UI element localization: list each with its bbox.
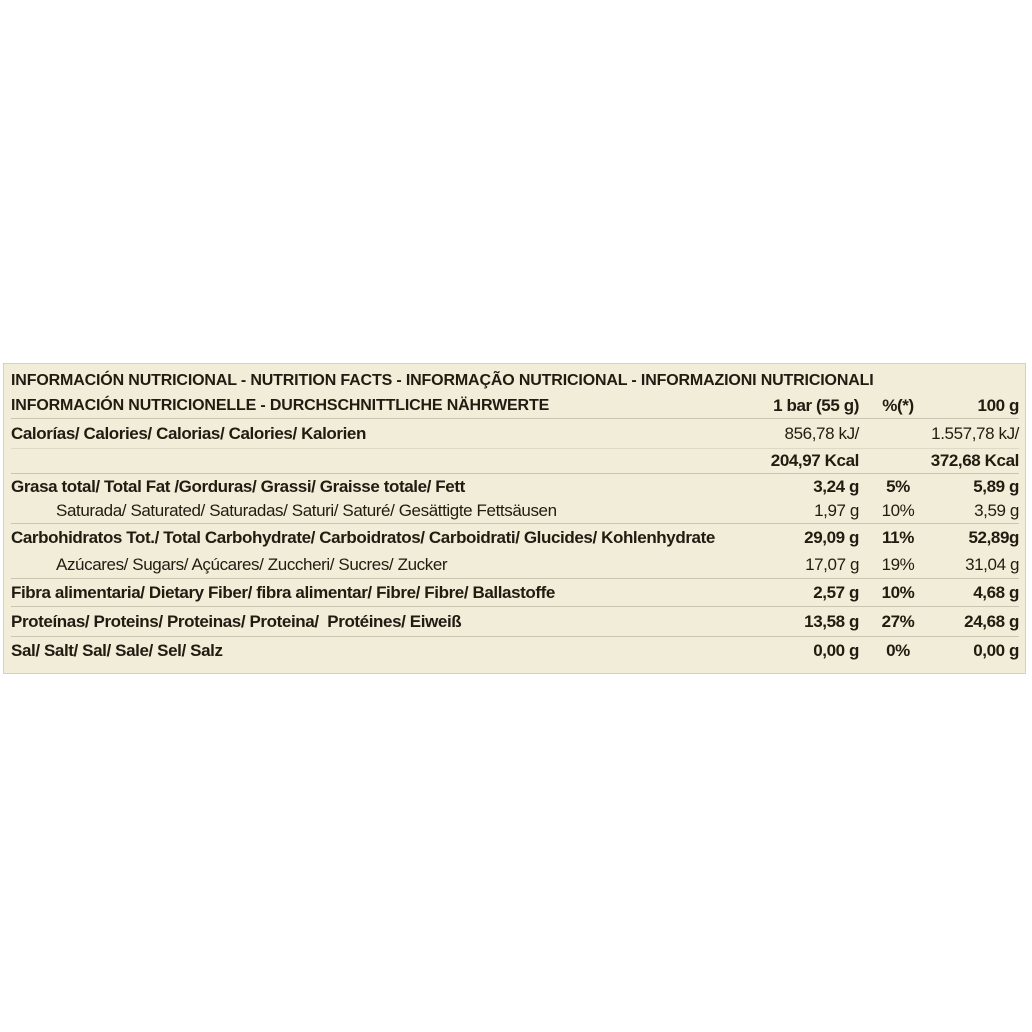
- table-header-columns: INFORMACIÓN NUTRICIONELLE - DURCHSCHNITT…: [11, 393, 1019, 418]
- value-per-100g: 24,68 g: [964, 611, 1019, 631]
- value-per-bar: 0,00 g: [813, 641, 859, 660]
- value-percent: 5%: [886, 476, 910, 496]
- value-percent: 27%: [881, 611, 915, 631]
- value-per-bar: 13,58 g: [804, 611, 859, 631]
- value-per-100g: 3,59 g: [974, 501, 1019, 520]
- value-per-100g: 372,68 Kcal: [930, 451, 1020, 470]
- value-percent: 11%: [882, 527, 914, 547]
- value-percent: 0%: [886, 641, 910, 660]
- col-header-percent: %(*): [882, 396, 914, 415]
- row-calories-kcal: 204,97 Kcal 372,68 Kcal: [11, 449, 1019, 474]
- row-fiber: Fibra alimentaria/ Dietary Fiber/ fibra …: [11, 579, 1019, 607]
- value-percent: 10%: [881, 582, 915, 602]
- row-sugars: Azúcares/ Sugars/ Açúcares/ Zuccheri/ Su…: [11, 551, 1019, 579]
- row-salt: Sal/ Salt/ Sal/ Sale/ Sel/ Salz 0,00 g 0…: [11, 637, 1019, 673]
- table-header: INFORMACIÓN NUTRICIONAL - NUTRITION FACT…: [11, 364, 1019, 419]
- value-per-100g: 4,68 g: [973, 582, 1019, 602]
- value-per-bar: 1,97 g: [814, 501, 859, 520]
- value-per-100g: 0,00 g: [973, 641, 1019, 660]
- value-per-bar: 17,07 g: [805, 554, 859, 574]
- row-fiber-label: Fibra alimentaria/ Dietary Fiber/ fibra …: [11, 582, 555, 602]
- row-carbohydrates: Carbohidratos Tot./ Total Carbohydrate/ …: [11, 524, 1019, 551]
- value-percent: 19%: [881, 554, 915, 574]
- value-per-bar: 29,09 g: [804, 527, 859, 547]
- row-fat-label: Grasa total/ Total Fat /Gorduras/ Grassi…: [11, 476, 465, 496]
- row-saturated-fat-label: Saturada/ Saturated/ Saturadas/ Saturi/ …: [56, 501, 557, 520]
- nutrition-table: INFORMACIÓN NUTRICIONAL - NUTRITION FACT…: [3, 363, 1026, 674]
- col-header-per-100g: 100 g: [977, 396, 1020, 415]
- row-protein-label: Proteínas/ Proteins/ Proteinas/ Proteina…: [11, 611, 462, 631]
- value-per-100g: 1.557,78 kJ/: [931, 423, 1019, 443]
- table-title-line1: INFORMACIÓN NUTRICIONAL - NUTRITION FACT…: [11, 372, 874, 389]
- value-per-bar: 856,78 kJ/: [784, 423, 860, 443]
- table-title-line2: INFORMACIÓN NUTRICIONELLE - DURCHSCHNITT…: [11, 397, 550, 414]
- value-per-bar: 2,57 g: [813, 582, 859, 602]
- row-protein: Proteínas/ Proteins/ Proteinas/ Proteina…: [11, 607, 1019, 637]
- row-calories-label: Calorías/ Calories/ Calorias/ Calories/ …: [11, 423, 366, 443]
- row-fat: Grasa total/ Total Fat /Gorduras/ Grassi…: [11, 474, 1019, 499]
- value-per-100g: 5,89 g: [973, 476, 1019, 496]
- value-percent: 10%: [881, 501, 915, 520]
- col-header-per-bar: 1 bar (55 g): [773, 396, 859, 415]
- value-per-100g: 31,04 g: [965, 554, 1019, 574]
- row-sugars-label: Azúcares/ Sugars/ Açúcares/ Zuccheri/ Su…: [56, 554, 448, 574]
- row-saturated-fat: Saturada/ Saturated/ Saturadas/ Saturi/ …: [11, 499, 1019, 524]
- value-per-100g: 52,89g: [968, 527, 1019, 547]
- row-salt-label: Sal/ Salt/ Sal/ Sale/ Sel/ Salz: [11, 641, 223, 660]
- value-per-bar: 3,24 g: [813, 476, 859, 496]
- row-calories: Calorías/ Calories/ Calorias/ Calories/ …: [11, 419, 1019, 449]
- row-carbohydrates-label: Carbohidratos Tot./ Total Carbohydrate/ …: [11, 527, 715, 547]
- value-per-bar: 204,97 Kcal: [770, 451, 860, 470]
